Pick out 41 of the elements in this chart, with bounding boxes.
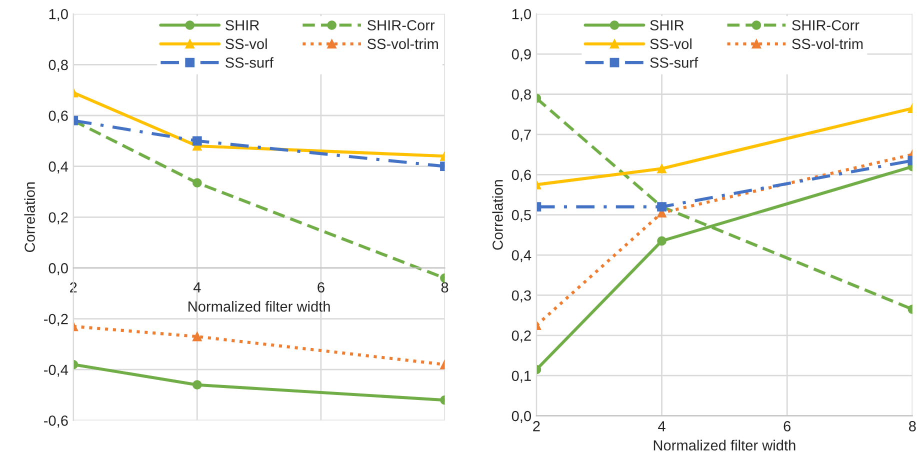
y-tick-label: 1,0 — [49, 8, 68, 22]
x-tick-label: 6 — [318, 282, 324, 293]
y-tick-label: 0,7 — [512, 130, 531, 142]
y-tick-label: 0,4 — [512, 250, 532, 262]
legend-label: SS-vol — [226, 38, 267, 50]
y-tick-label: 1,0 — [512, 8, 532, 22]
x-tick-label: 8 — [908, 421, 916, 432]
y-tick-label: 0,6 — [512, 170, 531, 182]
x-tick-label: 8 — [441, 282, 448, 293]
y-tick-label: 0,0 — [48, 263, 68, 276]
y-tick-label: 0,9 — [512, 49, 531, 62]
y-tick-label: -0,6 — [44, 416, 68, 428]
legend-label: SS-surf — [226, 57, 274, 68]
x-tick-label: 4 — [658, 421, 666, 432]
y-tick-label: 0,2 — [512, 330, 531, 343]
y-tick-label: 0,0 — [512, 410, 532, 423]
x-tick-label: 4 — [193, 282, 201, 292]
y-tick-label: 0,2 — [48, 212, 68, 224]
x-tick-label: 2 — [533, 421, 540, 432]
legend-label: SHIR — [226, 20, 260, 30]
y-tick-label: -0,4 — [44, 364, 68, 377]
y-tick-label: 0,8 — [512, 89, 531, 102]
legend-label: SHIR-Corr — [792, 20, 860, 30]
y-tick-label: 0,6 — [48, 110, 68, 123]
legend-label: SS-vol — [650, 38, 692, 50]
y-axis-title: Correlation — [492, 180, 503, 250]
y-tick-label: 0,4 — [48, 161, 68, 174]
legend-label: SHIR — [650, 20, 684, 30]
x-axis-title: Normalized filter width — [188, 301, 330, 312]
legend-label: SS-surf — [650, 57, 698, 68]
legend-label: SS-vol-trim — [792, 38, 863, 50]
y-tick-label: 0,3 — [512, 290, 531, 302]
y-tick-label: 0,1 — [512, 370, 531, 383]
legend-label: SHIR-Corr — [367, 20, 435, 30]
y-axis-title: Correlation — [24, 182, 35, 252]
y-tick-label: 0,8 — [48, 60, 68, 72]
y-tick-label: 0,5 — [512, 210, 531, 222]
legend-label: SS-vol-trim — [367, 38, 438, 50]
x-axis-title: Normalized filter width — [654, 440, 796, 451]
x-tick-label: 6 — [784, 421, 791, 432]
y-tick-label: -0,2 — [44, 314, 68, 326]
